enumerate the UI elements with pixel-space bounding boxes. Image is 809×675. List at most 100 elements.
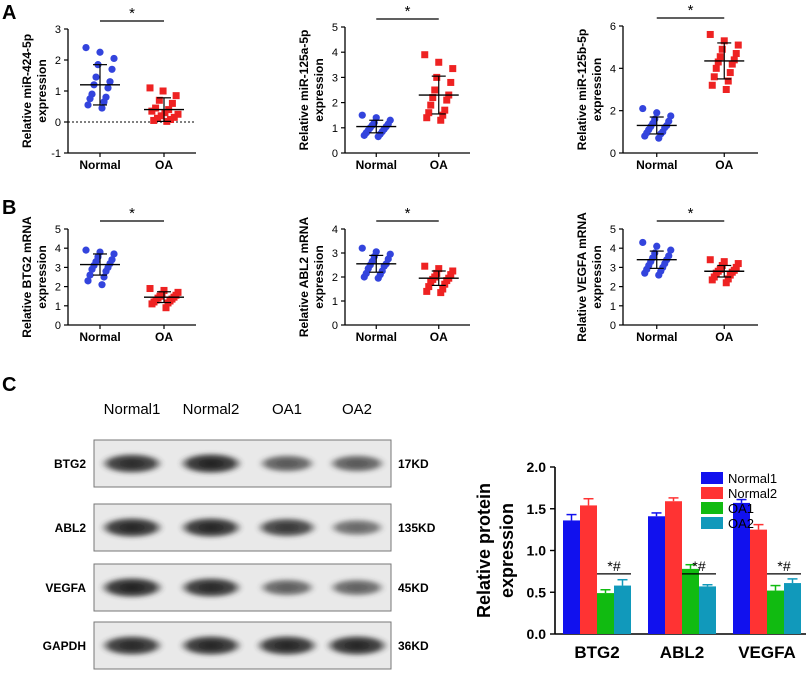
panel-label-b: B bbox=[2, 197, 16, 219]
y-tick-label: 2 bbox=[610, 282, 616, 294]
data-point-oa bbox=[706, 30, 714, 38]
data-point-oa bbox=[710, 73, 718, 81]
x-tick-label: OA bbox=[155, 330, 173, 344]
x-tick-label: Normal bbox=[79, 158, 120, 172]
y-axis-label: expression bbox=[590, 58, 604, 121]
data-point-oa bbox=[734, 41, 742, 49]
bar-normal1 bbox=[563, 520, 580, 634]
data-point-oa bbox=[449, 267, 457, 275]
x-tick-label: OA bbox=[715, 158, 733, 172]
data-point-normal bbox=[360, 131, 368, 139]
western-blot: Normal1 Normal2 OA1 OA2 BTG2 17KD ABL2 135KD VEG… bbox=[43, 401, 436, 670]
legend-swatch-oa2 bbox=[701, 517, 723, 529]
bar-normal1 bbox=[648, 516, 665, 634]
y-tick-label: 1 bbox=[55, 86, 61, 98]
data-point-oa bbox=[437, 289, 445, 297]
blot-band bbox=[178, 452, 244, 475]
data-point-oa bbox=[720, 258, 728, 266]
x-tick-label: ABL2 bbox=[660, 643, 704, 662]
molecular-weight-label: 135KD bbox=[398, 521, 436, 535]
blot-band bbox=[327, 454, 387, 473]
data-point-normal bbox=[639, 238, 647, 247]
y-tick-label: 4 bbox=[610, 63, 616, 75]
y-axis-label: expression bbox=[497, 503, 517, 598]
blot-band bbox=[99, 634, 165, 657]
legend-swatch-normal2 bbox=[701, 487, 723, 499]
y-tick-label: 1.5 bbox=[527, 501, 547, 517]
y-axis-label: Relative miR-424-5p bbox=[20, 34, 34, 148]
blot-band bbox=[258, 578, 316, 597]
bar-normal2 bbox=[665, 501, 682, 634]
y-tick-label: 2 bbox=[55, 282, 61, 294]
x-tick-label: OA bbox=[430, 330, 448, 344]
y-axis-label: expression bbox=[35, 245, 49, 308]
blot-band bbox=[178, 634, 244, 657]
data-point-normal bbox=[106, 78, 114, 86]
blot-band bbox=[255, 517, 319, 538]
data-point-normal bbox=[110, 250, 118, 258]
y-tick-label: 1.0 bbox=[527, 543, 547, 559]
y-tick-label: 4 bbox=[610, 243, 616, 255]
lane-label: OA2 bbox=[342, 401, 372, 418]
y-tick-label: 3 bbox=[332, 248, 338, 260]
y-tick-label: 1 bbox=[332, 123, 338, 135]
data-point-oa bbox=[174, 110, 182, 118]
scatter-chart-abl2: 0 1 2 3 4 Normal OA Relative ABL2 mRNA expressio… bbox=[297, 205, 470, 344]
significance-star: * bbox=[129, 5, 135, 22]
data-point-normal bbox=[82, 246, 90, 254]
data-point-normal bbox=[98, 104, 106, 112]
legend-label: Normal1 bbox=[728, 471, 777, 486]
x-tick-label: Normal bbox=[636, 158, 677, 172]
data-point-normal bbox=[667, 246, 675, 254]
data-point-normal bbox=[96, 48, 104, 56]
blot-row-label: ABL2 bbox=[55, 521, 87, 535]
data-point-oa bbox=[152, 104, 160, 112]
panel-label-c: C bbox=[2, 374, 16, 396]
significance-star: * bbox=[405, 205, 411, 222]
bar-oa2 bbox=[614, 585, 631, 634]
y-axis-label: expression bbox=[590, 245, 604, 308]
y-tick-label: 3 bbox=[332, 72, 338, 84]
data-point-oa bbox=[161, 109, 169, 117]
scatter-chart-mir424: -1 0 1 2 3 Normal OA Relative miR-424-5p express… bbox=[20, 5, 196, 172]
data-point-normal bbox=[82, 44, 90, 52]
lane-label: Normal2 bbox=[183, 401, 240, 418]
scatter-chart-mir125b: 0 2 4 6 Normal OA Relative miR-125b-5p expressi… bbox=[575, 2, 758, 172]
blot-band bbox=[254, 634, 320, 657]
data-point-oa bbox=[172, 92, 180, 100]
data-point-oa bbox=[427, 278, 435, 286]
x-tick-label: Normal bbox=[356, 158, 397, 172]
y-tick-label: 2 bbox=[332, 272, 338, 284]
data-point-normal bbox=[641, 269, 649, 277]
legend-swatch-normal1 bbox=[701, 472, 723, 484]
data-point-oa bbox=[716, 53, 724, 61]
data-point-normal bbox=[655, 134, 663, 142]
x-tick-label: Normal bbox=[356, 330, 397, 344]
y-tick-label: 2.0 bbox=[527, 459, 547, 475]
data-point-normal bbox=[102, 267, 110, 275]
data-point-normal bbox=[84, 277, 92, 285]
significance-star: * bbox=[129, 205, 135, 222]
significance-annotation: *# bbox=[777, 558, 790, 574]
y-axis-label: Relative protein bbox=[474, 483, 494, 618]
y-tick-label: 1 bbox=[610, 301, 616, 313]
y-tick-label: 0 bbox=[610, 148, 616, 160]
data-point-oa bbox=[443, 277, 451, 285]
y-tick-label: 0 bbox=[55, 320, 61, 332]
bar-normal1 bbox=[733, 502, 750, 634]
data-point-oa bbox=[429, 94, 437, 102]
data-point-normal bbox=[653, 242, 661, 250]
data-point-oa bbox=[447, 271, 455, 279]
scatter-chart-vegfa: 0 1 2 3 4 5 Normal OA Relative VEGFA mRNA express… bbox=[575, 205, 758, 344]
y-tick-label: 3 bbox=[610, 262, 616, 274]
data-point-oa bbox=[708, 81, 716, 89]
blot-band bbox=[178, 576, 244, 599]
x-tick-label: OA bbox=[430, 158, 448, 172]
y-tick-label: 3 bbox=[55, 262, 61, 274]
data-point-oa bbox=[146, 285, 154, 293]
bar-normal2 bbox=[580, 505, 597, 634]
data-point-oa bbox=[714, 58, 722, 66]
data-point-oa bbox=[449, 65, 457, 73]
significance-annotation: *# bbox=[607, 558, 620, 574]
